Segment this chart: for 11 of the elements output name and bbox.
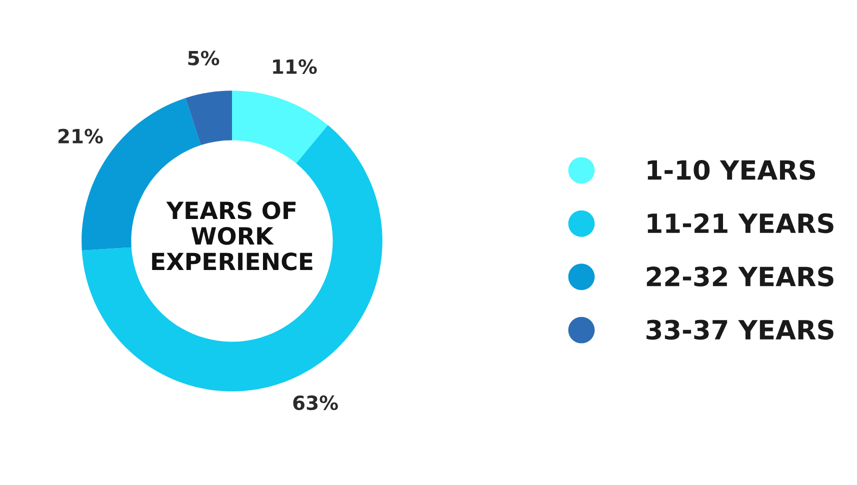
data-label: 63%	[293, 395, 338, 410]
legend-label: 11-21 YEARS	[648, 213, 834, 234]
legend-label: 1-10 YEARS	[648, 160, 815, 180]
legend-label: 33-37 YEARS	[646, 320, 834, 340]
legend-label: 22-32 YEARS	[646, 266, 834, 286]
data-label: 11%	[273, 59, 317, 74]
data-label: 21%	[58, 128, 103, 144]
donut-slice	[232, 90, 328, 164]
donut-slice	[186, 90, 232, 146]
text: YEARS OF WORK EXPERIENCE	[152, 201, 312, 270]
data-label: 5%	[188, 50, 220, 66]
